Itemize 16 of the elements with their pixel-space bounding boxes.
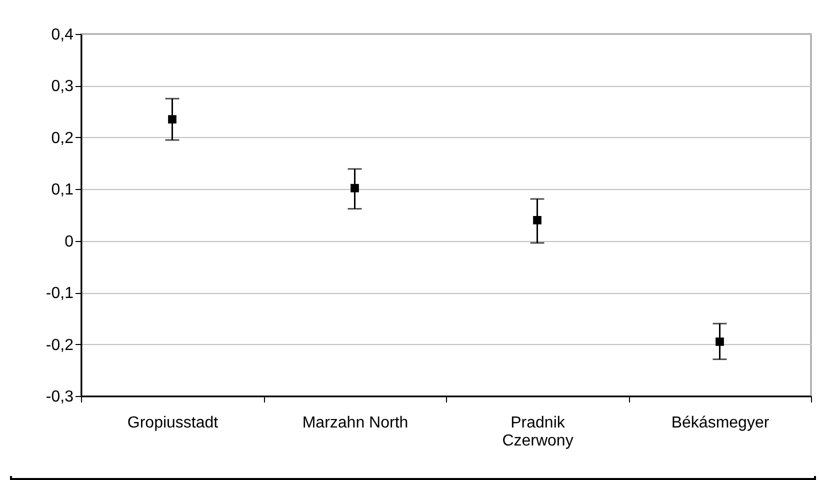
x-tick-label: Marzahn North [302,414,408,432]
point [350,184,359,192]
x-tick-label: Békásmegyer [671,414,770,432]
point [716,338,724,346]
y-tick-label: 0 [64,233,74,250]
y-tick-label: -0,3 [46,388,74,406]
x-tick-label: Pradnik Czerwony [502,414,574,450]
point [168,115,176,124]
y-tick-label: 0,2 [51,130,74,147]
x-tick-label: Gropiusstadt [127,414,219,432]
point [533,216,542,224]
y-tick-label: -0,2 [46,336,74,354]
y-tick-label: 0,4 [51,26,74,44]
y-tick-label: 0,3 [51,78,74,96]
y-tick-label: -0,1 [46,285,74,302]
y-tick-label: 0,1 [51,182,74,199]
